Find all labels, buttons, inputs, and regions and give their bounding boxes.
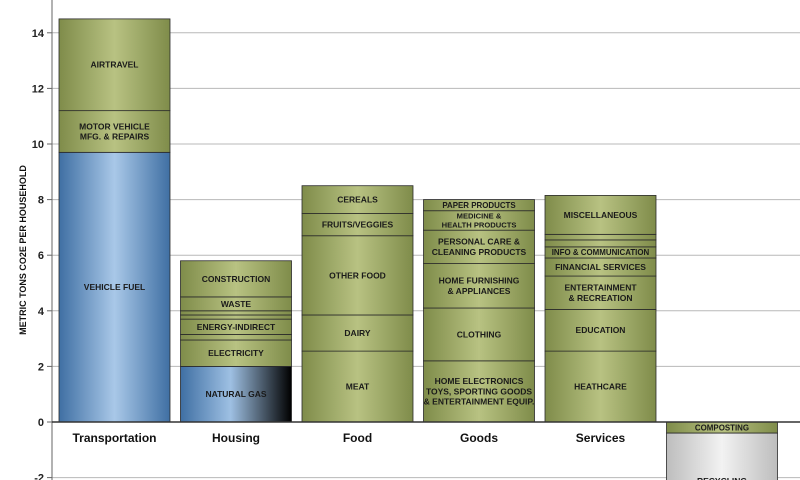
bar-segment [544,275,657,310]
bar-segment [666,432,778,480]
y-tick-label: 6 [38,250,44,262]
bar-segment [544,309,657,352]
category-labels: Transportation Housing Food Goods Services [72,431,625,445]
bar-segment [301,185,414,214]
segment-label: MISCELLANEOUS [564,210,638,220]
segment-label: FRUITS/VEGGIES [322,220,394,230]
segment-label: EDUCATION [576,325,626,335]
segment-label: WASTE [221,299,252,309]
segment-label: ENTERTAINMENT & RECREATION [564,283,637,303]
category-label: Housing [212,431,260,445]
segment-label: PAPER PRODUCTS [442,201,515,210]
segment-label: NATURAL GAS [205,389,266,399]
bar-segment [544,195,657,235]
bar-segment [58,18,171,112]
bar-segment [180,260,292,298]
bar-segment [180,310,292,316]
segment-label: AIRTRAVEL [90,60,138,70]
category-label: Food [343,431,372,445]
segment-label: ENERGY-INDIRECT [197,322,276,332]
bar-segment [544,350,657,423]
bar-segment [423,360,535,423]
category-label: Goods [460,431,498,445]
segment-label: CONSTRUCTION [202,274,270,284]
category-label: Services [576,431,626,445]
segment-label: HOME FURNISHING & APPLIANCES [439,276,520,296]
y-axis-label: METRIC TONS CO2E PER HOUSEHOLD [18,165,28,335]
bar-segment [301,350,414,423]
y-tick-label: 12 [32,83,44,95]
bar-segment [423,229,535,264]
segment-label: COMPOSTING [695,423,749,432]
segment-label: CLOTHING [457,329,502,339]
bar-segment [58,151,171,423]
segment-label: MEDICINE & HEALTH PRODUCTS [442,212,517,230]
y-tick-label: 14 [32,28,45,40]
bar-segment [423,263,535,309]
category-label: Transportation [72,431,156,445]
y-axis: -2 0 2 4 6 8 10 12 14 [32,0,800,480]
segment-label: INFO & COMMUNICATION [552,248,650,257]
bar-segment [301,235,414,316]
bar-segment [423,199,535,212]
bar-segment [301,314,414,352]
bar-segment [180,334,292,341]
bar-segment [423,307,535,362]
segment-label: RECYCLING [697,476,747,480]
y-tick-label: 10 [32,139,44,151]
segment-label: VEHICLE FUEL [84,282,145,292]
segment-label: OTHER FOOD [329,270,386,280]
segment-label: CEREALS [337,195,378,205]
segment-label: HOME ELECTRONICS TOYS, SPORTING GOODS & EN… [424,376,535,406]
y-tick-label: 4 [38,306,45,318]
segment-label: HEATHCARE [574,382,627,392]
segment-label: MOTOR VEHICLE MFG. & REPAIRS [79,121,150,141]
bar-segment [180,365,292,423]
bar-segment [180,314,292,320]
y-tick-label: -2 [34,473,44,480]
y-tick-label: 0 [38,417,44,429]
bars: VEHICLE FUEL MOTOR VEHICLE MFG. & REPAIRS A… [58,18,778,480]
segment-label: ELECTRICITY [208,348,264,358]
segment-label: PERSONAL CARE & CLEANING PRODUCTS [432,237,527,257]
segment-label: FINANCIAL SERVICES [555,262,646,272]
bar-segment [544,239,657,248]
y-tick-label: 2 [38,361,44,373]
bar-segment [180,339,292,367]
segment-label: MEAT [346,382,370,392]
bar-segment [544,233,657,241]
y-tick-label: 8 [38,195,44,207]
segment-label: DAIRY [344,328,370,338]
